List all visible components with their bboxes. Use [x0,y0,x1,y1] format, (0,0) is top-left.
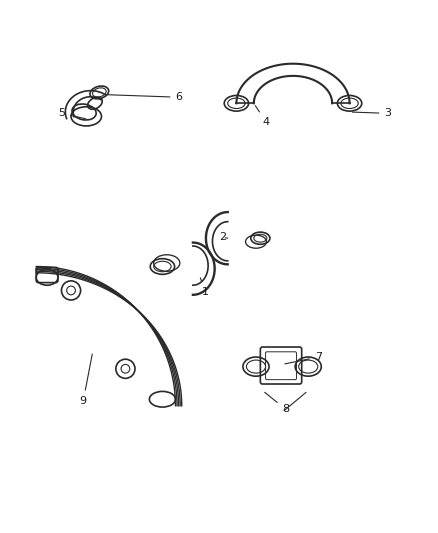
Text: 8: 8 [265,392,289,414]
Text: 7: 7 [285,352,322,364]
Text: 9: 9 [80,354,92,406]
Text: 4: 4 [255,106,270,127]
Text: 2: 2 [219,232,228,243]
Text: 3: 3 [352,108,392,118]
Text: 5: 5 [58,108,86,119]
Text: 6: 6 [106,92,183,102]
Text: 1: 1 [200,278,208,297]
